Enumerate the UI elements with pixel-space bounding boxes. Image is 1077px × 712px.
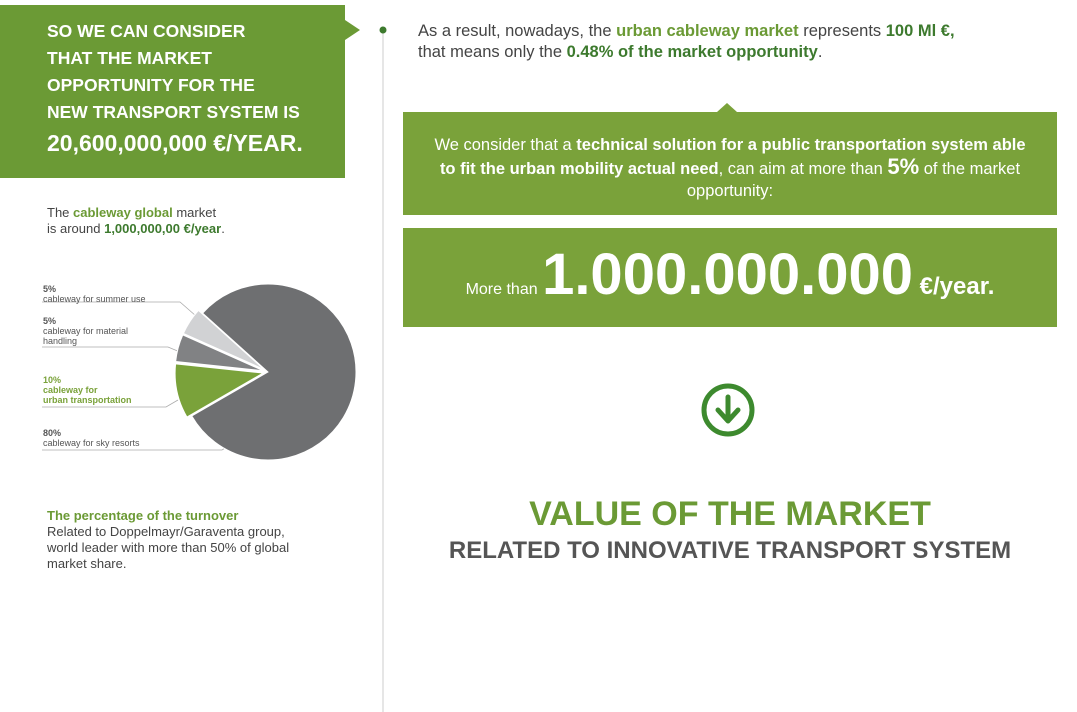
amount-suffix: €/year. xyxy=(912,273,995,300)
header-box: SO WE CAN CONSIDER THAT THE MARKET OPPOR… xyxy=(47,18,303,160)
header-line: OPPORTUNITY FOR THE xyxy=(47,75,255,95)
highlight: 100 Ml €, xyxy=(885,22,955,40)
highlight: urban cableway market xyxy=(616,22,799,40)
divider-dot xyxy=(379,26,387,34)
highlight: cableway global xyxy=(73,205,173,220)
text: As a result, nowadays, the xyxy=(418,22,617,40)
pie-label: 10% cableway for urban transportation xyxy=(43,375,203,405)
highlight: 1,000,000,00 €/year xyxy=(104,221,222,236)
text: , can aim at more than xyxy=(718,160,888,178)
arrow-icon xyxy=(715,394,741,424)
solution-text: We consider that a technical solution fo… xyxy=(425,134,1035,202)
header-line: THAT THE MARKET xyxy=(47,48,212,68)
global-market: The cableway global market is around 1,00… xyxy=(47,205,225,237)
pie-label-text: cableway for material handling xyxy=(43,326,129,346)
pie-label: 5% cableway for summer use xyxy=(43,284,203,304)
turnover-text: Related to Doppelmayr/Garaventa group, w… xyxy=(47,524,290,571)
pie-label-value: 80% xyxy=(43,428,62,438)
pie-label-text: cableway for urban transportation xyxy=(43,385,132,405)
text: . xyxy=(221,221,225,236)
header-value: 20,600,000,000 €/YEAR. xyxy=(47,130,303,156)
pie-slice xyxy=(175,334,264,372)
pie-label-text: cableway for sky resorts xyxy=(43,438,140,448)
pie-label-value: 5% xyxy=(43,284,57,294)
amount-text: More than 1.000.000.000 €/year. xyxy=(403,240,1057,310)
pie-label-text: cableway for summer use xyxy=(43,294,146,304)
pie-label: 5% cableway for material handling xyxy=(43,316,203,346)
highlight: 0.48% of the market opportunity xyxy=(566,43,818,61)
result-text: As a result, nowadays, the urban cablewa… xyxy=(418,21,955,63)
turnover-note: The percentage of the turnover Related t… xyxy=(47,508,289,572)
text: of the market opportunity: xyxy=(686,160,1021,200)
text: The xyxy=(47,205,74,220)
pie-slice xyxy=(174,363,265,418)
pie-label-value: 10% xyxy=(43,375,62,385)
header-line: SO WE CAN CONSIDER xyxy=(47,21,246,41)
amount-prefix: More than xyxy=(465,281,543,298)
text: that means only the xyxy=(418,43,567,61)
value-title: VALUE OF THE MARKET xyxy=(529,495,931,533)
pie-slice xyxy=(191,283,357,461)
header-box-bg xyxy=(0,5,360,178)
text: is around xyxy=(47,221,105,236)
highlight: 5% xyxy=(887,154,920,179)
amount: 1.000.000.000 xyxy=(542,242,913,307)
pie-label: 80% cableway for sky resorts xyxy=(43,428,203,448)
text: We consider that a xyxy=(434,136,577,154)
pie-label-value: 5% xyxy=(43,316,57,326)
text: . xyxy=(817,43,823,61)
header-line: NEW TRANSPORT SYSTEM IS xyxy=(47,102,300,122)
pie-slice xyxy=(182,309,265,370)
pie xyxy=(174,283,357,461)
solution-box-bg xyxy=(403,103,1057,215)
text: represents xyxy=(798,22,886,40)
value-subtitle: RELATED TO INNOVATIVE TRANSPORT SYSTEM xyxy=(448,537,1012,564)
turnover-title: The percentage of the turnover xyxy=(47,508,239,523)
text: market xyxy=(172,205,217,220)
amount-box-bg xyxy=(403,228,1057,327)
arrow-icon-ring xyxy=(701,383,755,437)
highlight: technical solution for a public transpor… xyxy=(439,136,1026,178)
